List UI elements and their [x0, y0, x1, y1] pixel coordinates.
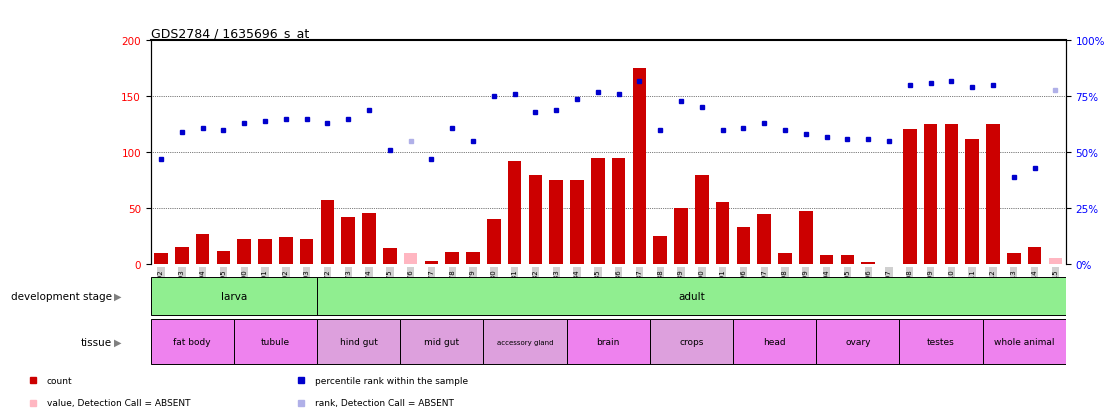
Bar	[363, 213, 376, 264]
Bar	[924, 125, 937, 264]
Bar	[862, 262, 875, 264]
Bar	[317, 319, 401, 365]
Bar	[234, 319, 317, 365]
Bar	[982, 319, 1066, 365]
Bar	[674, 209, 687, 264]
Text: whole animal: whole animal	[994, 337, 1055, 346]
Bar	[529, 175, 542, 264]
Bar	[633, 69, 646, 264]
Bar	[758, 214, 771, 264]
Bar	[483, 319, 567, 365]
Bar	[965, 140, 979, 264]
Bar	[737, 228, 750, 264]
Bar	[404, 253, 417, 264]
Bar	[320, 201, 334, 264]
Bar	[944, 125, 959, 264]
Bar	[695, 175, 709, 264]
Bar	[820, 255, 834, 264]
Bar	[1049, 259, 1062, 264]
Bar	[445, 252, 459, 264]
Text: head: head	[763, 337, 786, 346]
Bar	[341, 218, 355, 264]
Bar	[591, 158, 605, 264]
Text: tubule: tubule	[261, 337, 290, 346]
Text: accessory gland: accessory gland	[497, 339, 554, 345]
Bar	[715, 203, 730, 264]
Bar	[151, 319, 234, 365]
Bar	[508, 162, 521, 264]
Bar	[466, 252, 480, 264]
Text: hind gut: hind gut	[339, 337, 377, 346]
Text: crops: crops	[680, 337, 703, 346]
Text: rank, Detection Call = ABSENT: rank, Detection Call = ABSENT	[315, 399, 453, 408]
Text: brain: brain	[597, 337, 619, 346]
Text: adult: adult	[679, 291, 705, 301]
Text: count: count	[47, 376, 73, 385]
Text: value, Detection Call = ABSENT: value, Detection Call = ABSENT	[47, 399, 191, 408]
Bar	[1007, 253, 1020, 264]
Text: fat body: fat body	[173, 337, 211, 346]
Bar	[487, 220, 501, 264]
Bar	[196, 234, 210, 264]
Bar	[987, 125, 1000, 264]
Text: GDS2784 / 1635696_s_at: GDS2784 / 1635696_s_at	[151, 27, 309, 40]
Text: percentile rank within the sample: percentile rank within the sample	[315, 376, 468, 385]
Bar	[425, 261, 439, 264]
Text: ▶: ▶	[114, 337, 122, 347]
Bar	[778, 253, 791, 264]
Text: development stage: development stage	[10, 291, 112, 301]
Bar	[549, 181, 562, 264]
Bar	[401, 319, 483, 365]
Bar	[238, 240, 251, 264]
Bar	[258, 240, 272, 264]
Text: ▶: ▶	[114, 291, 122, 301]
Bar	[175, 248, 189, 264]
Bar	[816, 319, 899, 365]
Bar	[1028, 248, 1041, 264]
Text: tissue: tissue	[80, 337, 112, 347]
Bar	[151, 278, 317, 315]
Text: ovary: ovary	[845, 337, 870, 346]
Bar	[612, 158, 625, 264]
Bar	[279, 237, 292, 264]
Bar	[840, 255, 854, 264]
Text: testes: testes	[927, 337, 955, 346]
Bar	[799, 212, 812, 264]
Bar	[650, 319, 733, 365]
Bar	[570, 181, 584, 264]
Bar	[383, 249, 396, 264]
Bar	[567, 319, 650, 365]
Bar	[154, 253, 167, 264]
Bar	[217, 251, 230, 264]
Bar	[903, 129, 916, 264]
Bar	[733, 319, 816, 365]
Bar	[899, 319, 982, 365]
Bar	[654, 236, 667, 264]
Bar	[317, 278, 1066, 315]
Bar	[300, 240, 314, 264]
Text: mid gut: mid gut	[424, 337, 460, 346]
Text: larva: larva	[221, 291, 247, 301]
